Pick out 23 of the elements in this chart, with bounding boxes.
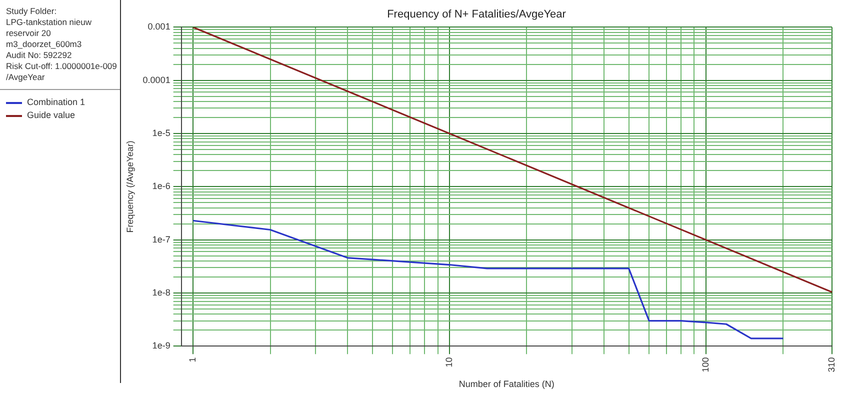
text: reservoir 20	[6, 28, 52, 39]
text: Audit No: 592292	[6, 50, 73, 61]
y-tick-label: 1e-6	[152, 181, 170, 192]
chart-title: Frequency of N+ Fatalities/AvgeYear	[387, 8, 566, 21]
y-tick-label: 1e-7	[152, 234, 170, 244]
x-tick-label: 10	[444, 357, 454, 368]
text: Risk Cut-off: 1.0000001e-009	[6, 61, 117, 72]
text: LPG-tankstation nieuw	[6, 17, 93, 28]
text: Study Folder:	[6, 6, 58, 17]
legend-label: Combination 1	[27, 96, 86, 109]
text: m3_doorzet_600m3	[6, 39, 83, 50]
x-tick-label: 1	[188, 357, 198, 362]
text: /AvgeYear	[6, 72, 46, 83]
y-tick-label: 1e-8	[152, 288, 170, 298]
y-tick-label: 1e-5	[152, 128, 170, 138]
y-tick-label: 0.0001	[142, 74, 170, 85]
x-tick-label: 310	[826, 357, 836, 372]
y-tick-label: 1e-9	[152, 340, 170, 351]
y-tick-label: 0.001	[148, 22, 170, 32]
x-tick-label: 100	[700, 357, 710, 372]
y-axis-title: Frequency (/AvgeYear)	[124, 140, 135, 233]
x-axis-title: Number of Fatalities (N)	[458, 379, 554, 390]
legend-label: Guide value	[27, 109, 76, 122]
